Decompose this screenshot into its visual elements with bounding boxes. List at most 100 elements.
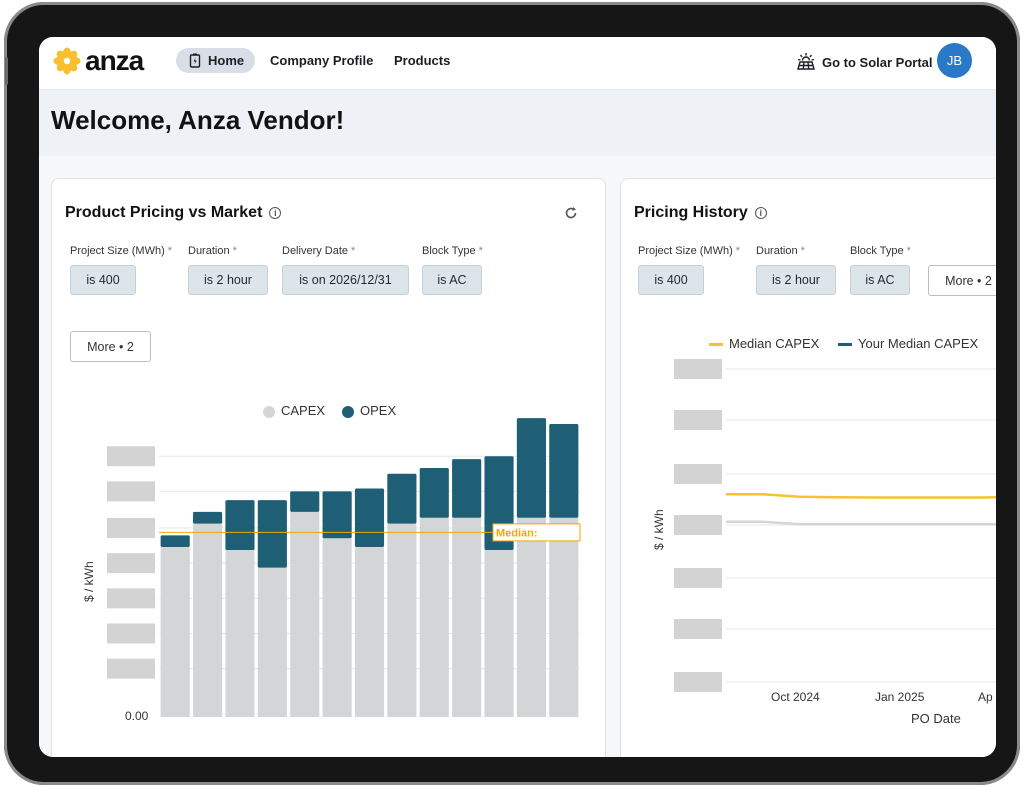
y-tick-label-masked [107, 446, 155, 467]
bar-opex[interactable] [322, 491, 352, 539]
filter-label-text: Duration [188, 245, 230, 257]
x-tick-jan-2025: Jan 2025 [875, 690, 925, 704]
required-marker: * [478, 245, 483, 257]
filter-label-project-size: Project Size (MWh) * [638, 245, 740, 257]
bar-opex[interactable] [516, 418, 546, 518]
x-tick-apr: Ap [978, 690, 993, 704]
app-screen: anza Home Company Profile Products [39, 37, 996, 757]
legend-capex[interactable]: CAPEX [263, 403, 325, 418]
y-tick-label-masked [674, 359, 722, 379]
required-marker: * [800, 245, 805, 257]
solar-panel-icon [797, 53, 815, 70]
x-axis-label: PO Date [911, 711, 961, 726]
bar-opex[interactable] [193, 511, 223, 524]
bar-capex[interactable] [160, 547, 190, 717]
bar-capex[interactable] [257, 567, 287, 717]
bar-capex[interactable] [419, 517, 449, 717]
anza-logo[interactable]: anza [53, 45, 144, 77]
pricing-bar-chart: Median: [107, 418, 581, 717]
filter-label-delivery-date: Delivery Date * [282, 245, 355, 257]
y-tick-label-masked [674, 568, 722, 588]
nav-products[interactable]: Products [394, 53, 451, 68]
refresh-icon[interactable] [564, 206, 578, 225]
filter-chip-delivery-date[interactable]: is on 2026/12/31 [282, 265, 409, 295]
filter-label-text: Block Type [850, 245, 904, 257]
filter-chip-duration[interactable]: is 2 hour [756, 265, 836, 295]
bar-opex[interactable] [290, 491, 320, 512]
legend-capex-swatch [263, 405, 275, 418]
y-tick-label-masked [674, 410, 722, 430]
bar-capex[interactable] [193, 523, 223, 717]
y-tick-label-masked [674, 672, 722, 692]
bar-opex[interactable] [452, 459, 482, 518]
median-label: Median: [496, 527, 538, 539]
legend-median-capex-label: Median CAPEX [729, 336, 820, 351]
bar-opex[interactable] [225, 500, 255, 550]
filter-label-block-type: Block Type * [850, 245, 911, 257]
nav-home[interactable]: Home [176, 48, 256, 73]
pricing-history-card: Pricing History i Project Size (MWh) * Du… [620, 178, 996, 757]
tablet-volume-button [5, 57, 8, 85]
bar-capex[interactable] [225, 549, 255, 717]
legend-capex-label: CAPEX [281, 403, 326, 418]
bar-opex[interactable] [257, 500, 287, 568]
bar-opex[interactable] [387, 473, 417, 524]
history-card-title: Pricing History i [634, 204, 767, 222]
y-tick-label-masked [674, 515, 722, 535]
nav-home-label: Home [208, 53, 245, 68]
filter-label-duration: Duration * [188, 245, 237, 257]
history-card-title-text: Pricing History [634, 204, 748, 221]
bar-capex[interactable] [322, 538, 352, 717]
median-label-box [492, 523, 581, 542]
bar-capex[interactable] [484, 549, 514, 717]
required-marker: * [232, 245, 237, 257]
more-filters-button[interactable]: More • 2 [70, 331, 151, 362]
bar-capex[interactable] [549, 517, 579, 717]
bar-capex[interactable] [387, 523, 417, 717]
filter-chip-block-type[interactable]: is AC [850, 265, 910, 295]
info-icon[interactable]: i [754, 207, 767, 219]
grey-capex-line[interactable] [726, 520, 996, 526]
pricing-card-title-text: Product Pricing vs Market [65, 204, 263, 221]
pricing-card-title: Product Pricing vs Market i [65, 204, 282, 222]
required-marker: * [735, 245, 741, 257]
y-tick-label-masked [107, 623, 155, 644]
bar-opex[interactable] [549, 424, 579, 518]
legend-median-capex[interactable]: Median CAPEX [709, 336, 819, 351]
legend-opex[interactable]: OPEX [342, 403, 396, 418]
median-capex-line[interactable] [726, 492, 996, 499]
y-tick-label-masked [107, 553, 155, 574]
legend-your-median-capex-label: Your Median CAPEX [858, 336, 979, 351]
battery-icon [189, 53, 201, 68]
filter-chip-project-size[interactable]: is 400 [70, 265, 136, 295]
more-filters-button[interactable]: More • 2 [928, 265, 996, 296]
legend-opex-label: OPEX [360, 403, 397, 418]
page-title: Welcome, Anza Vendor! [51, 105, 345, 135]
y-tick-label-masked [674, 619, 722, 639]
y-tick-label-masked [107, 588, 155, 609]
y-tick-zero: 0.00 [125, 709, 149, 723]
solar-portal-link[interactable]: Go to Solar Portal [796, 52, 933, 72]
required-marker: * [167, 245, 173, 257]
bar-capex[interactable] [452, 517, 482, 717]
bar-opex[interactable] [160, 535, 190, 548]
bar-capex[interactable] [516, 517, 546, 717]
product-pricing-card: Product Pricing vs Market i Project Size… [51, 178, 606, 757]
filter-label-text: Duration [756, 245, 798, 257]
legend-your-median-capex[interactable]: Your Median CAPEX [838, 336, 978, 351]
nav-company-profile[interactable]: Company Profile [270, 53, 374, 68]
bar-capex[interactable] [290, 511, 320, 717]
solar-portal-label: Go to Solar Portal [822, 54, 933, 70]
bar-opex[interactable] [354, 488, 385, 548]
bar-opex[interactable] [419, 467, 449, 518]
bar-capex[interactable] [354, 547, 385, 717]
info-icon[interactable]: i [269, 207, 282, 219]
filter-chip-project-size[interactable]: is 400 [638, 265, 704, 295]
pricing-history-line-chart [674, 359, 996, 692]
filter-chip-block-type[interactable]: is AC [422, 265, 482, 295]
user-avatar[interactable]: JB [937, 43, 972, 78]
sun-flower-logo-icon [53, 47, 81, 75]
x-tick-oct-2024: Oct 2024 [771, 690, 820, 704]
required-marker: * [906, 245, 911, 257]
filter-chip-duration[interactable]: is 2 hour [188, 265, 268, 295]
